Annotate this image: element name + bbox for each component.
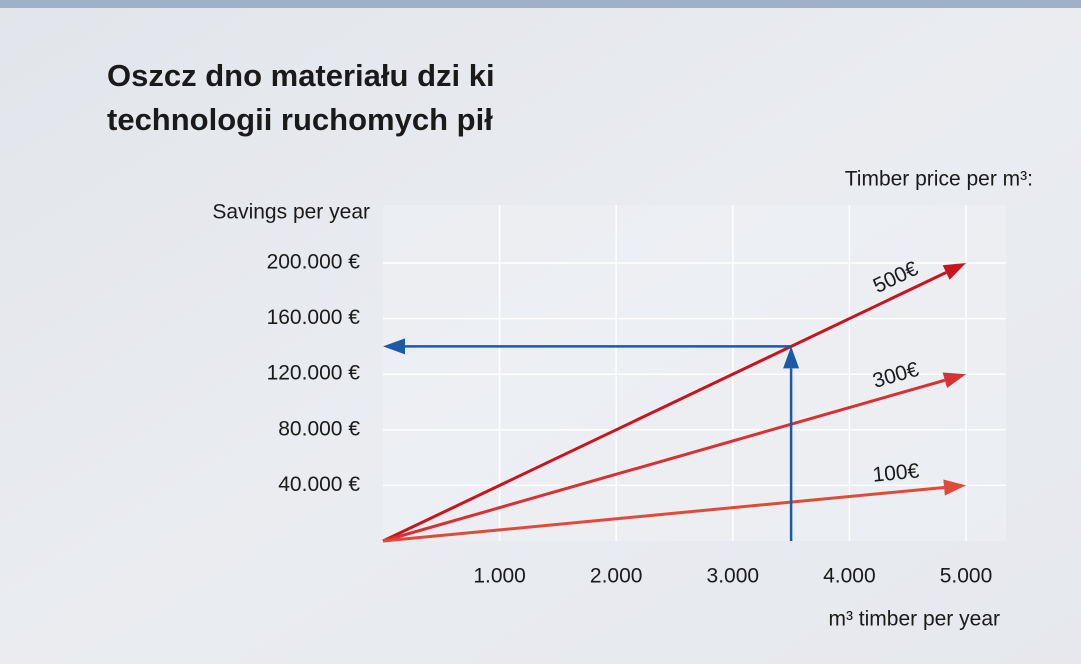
y-tick-label: 80.000 € <box>278 417 360 440</box>
series-label: 100€ <box>872 459 921 486</box>
x-axis-label: m³ timber per year <box>828 608 1000 631</box>
y-tick-label: 200.000 € <box>267 251 361 274</box>
arrow-head <box>383 338 405 355</box>
arrow-head <box>942 372 966 388</box>
chart-title: technologii ruchomych pił <box>107 102 493 137</box>
x-tick-label: 2.000 <box>590 565 643 588</box>
x-tick-label: 1.000 <box>473 565 526 588</box>
series-line <box>382 485 945 543</box>
arrow-head <box>783 346 800 369</box>
x-tick-label: 5.000 <box>940 565 993 588</box>
series-line <box>382 271 947 543</box>
y-tick-label: 160.000 € <box>267 306 361 329</box>
top-band <box>0 0 1081 8</box>
chart-title: Oszcz dno materiału dzi ki <box>107 58 495 93</box>
x-tick-label: 3.000 <box>707 565 760 588</box>
legend-title: Timber price per m³: <box>845 168 1033 191</box>
series-line <box>382 378 946 543</box>
y-tick-label: 120.000 € <box>267 362 361 385</box>
y-tick-label: 40.000 € <box>278 473 360 496</box>
arrow-head <box>943 479 966 496</box>
arrow-head <box>942 263 966 280</box>
x-tick-label: 4.000 <box>823 565 876 588</box>
y-axis-label: Savings per year <box>212 201 370 224</box>
